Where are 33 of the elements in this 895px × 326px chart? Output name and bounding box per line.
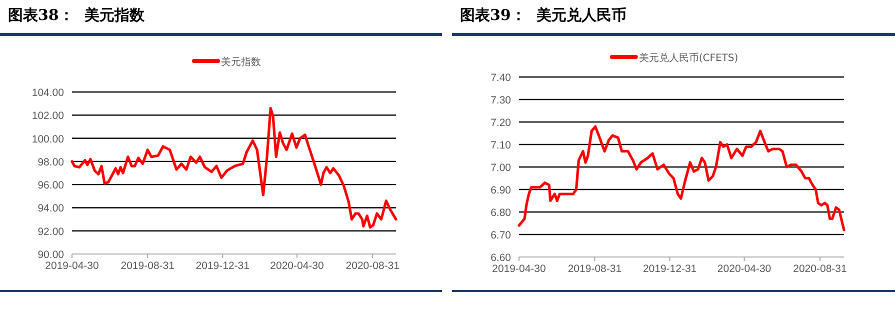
y-tick-label: 96.00 [38, 180, 64, 192]
x-tick-label: 2019-04-30 [45, 260, 100, 272]
y-tick-label: 6.60 [490, 252, 512, 264]
x-tick-label: 2020-04-30 [717, 263, 772, 275]
y-tick-label: 92.00 [38, 226, 64, 238]
y-tick-label: 7.10 [490, 140, 512, 152]
y-tick-label: 6.70 [490, 230, 512, 242]
y-tick-label: 6.80 [490, 207, 512, 219]
line-series [70, 106, 398, 229]
y-tick-label: 98.00 [38, 156, 64, 168]
legend-label: 美元指数 [221, 56, 261, 68]
x-tick-label: 2019-08-31 [120, 260, 175, 272]
chart-title: 图表39： 美元兑人民币 [460, 6, 626, 25]
y-tick-label: 90.00 [38, 249, 64, 261]
x-tick-label: 2019-12-31 [642, 263, 697, 275]
chart-title: 图表38： 美元指数 [8, 6, 144, 25]
x-tick-label: 2019-08-31 [568, 263, 622, 275]
x-tick-label: 2019-12-31 [196, 260, 250, 272]
x-tick-label: 2020-08-31 [793, 263, 848, 275]
line-series [518, 125, 846, 232]
y-tick-label: 104.00 [32, 87, 64, 99]
y-tick-label: 7.00 [490, 162, 512, 174]
x-tick-label: 2020-04-30 [270, 260, 324, 272]
x-tick-label: 2020-08-31 [346, 260, 400, 272]
y-tick-label: 100.00 [32, 133, 64, 146]
legend-label: 美元兑人民币(CFETS) [638, 52, 738, 64]
y-tick-label: 7.20 [490, 117, 512, 129]
x-tick-label: 2019-04-30 [492, 263, 546, 275]
y-tick-label: 94.00 [38, 202, 64, 215]
y-tick-label: 102.00 [32, 110, 64, 122]
y-tick-label: 6.90 [490, 184, 512, 196]
y-tick-label: 7.30 [490, 94, 512, 106]
y-tick-label: 7.40 [490, 72, 512, 84]
